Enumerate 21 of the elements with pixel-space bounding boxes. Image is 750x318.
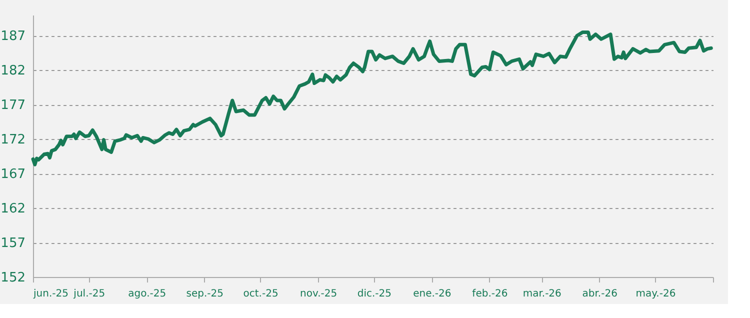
y-tick-label: 177	[0, 98, 26, 114]
x-tick-label: feb.-26	[472, 288, 508, 300]
y-tick-label: 162	[0, 202, 26, 217]
x-tick-label: ene.-26	[413, 288, 452, 300]
x-tick-label: abr.-26	[582, 288, 618, 300]
line-series	[31, 30, 713, 166]
y-tick-label: 157	[0, 236, 26, 252]
x-tick-label: dic.-25	[357, 288, 392, 300]
y-tick-label: 152	[0, 270, 26, 286]
x-tick-label: sep.-25	[186, 288, 224, 300]
x-tick-label: jun.-25	[32, 288, 68, 300]
x-tick-label: oct.-25	[243, 288, 278, 300]
x-tick-label: jul.-25	[72, 288, 106, 300]
y-tick-label: 172	[0, 132, 26, 148]
x-tick-label: nov.-25	[300, 288, 338, 300]
x-tick-label: mar.-26	[522, 288, 562, 300]
y-tick-label: 167	[0, 167, 26, 182]
x-tick-label: may.-26	[636, 288, 676, 300]
y-tick-label: 182	[0, 64, 26, 79]
y-tick-label: 187	[0, 29, 26, 44]
x-tick-label: ago.-25	[128, 288, 166, 300]
